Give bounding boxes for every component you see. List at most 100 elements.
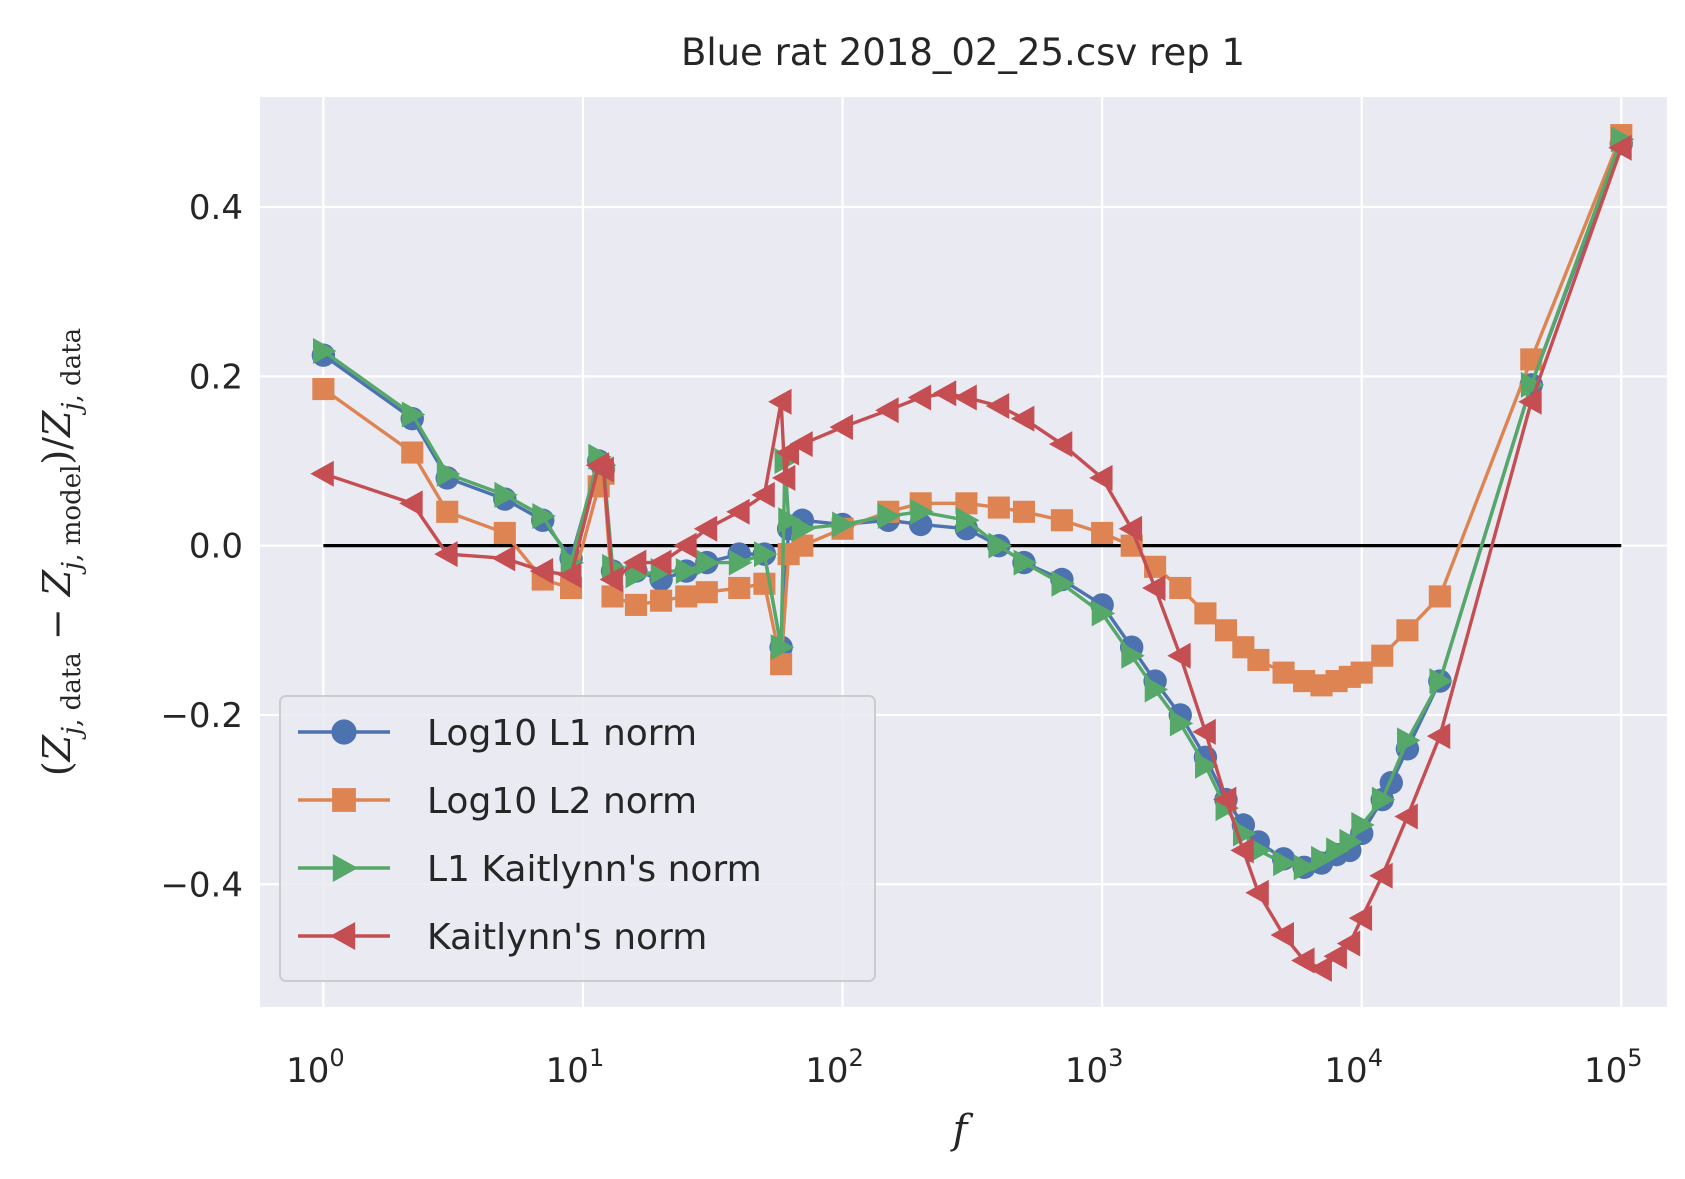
data-point bbox=[955, 492, 978, 515]
data-point bbox=[1230, 837, 1254, 864]
data-point bbox=[1311, 845, 1335, 872]
legend-entry: Log10 L1 norm bbox=[298, 713, 697, 754]
data-point bbox=[1091, 521, 1114, 545]
data-point bbox=[778, 507, 802, 534]
data-point bbox=[1348, 905, 1373, 932]
data-point bbox=[648, 549, 672, 576]
data-point bbox=[436, 460, 461, 487]
data-point bbox=[558, 562, 582, 589]
y-tick-label: −0.2 bbox=[160, 696, 243, 736]
y-tick-label: 0.4 bbox=[189, 188, 243, 228]
data-point bbox=[1608, 134, 1632, 161]
x-tick-label: 102 bbox=[805, 1044, 864, 1091]
legend-entry: L1 Kaitlynn's norm bbox=[298, 849, 762, 890]
data-point bbox=[693, 515, 718, 542]
data-point bbox=[753, 541, 778, 568]
data-point bbox=[1293, 854, 1318, 881]
data-point bbox=[624, 593, 647, 616]
data-point bbox=[987, 496, 1010, 519]
data-point bbox=[493, 521, 516, 545]
data-point bbox=[1169, 710, 1194, 737]
y-tick-label: 0.0 bbox=[189, 527, 243, 567]
data-point bbox=[728, 549, 753, 576]
data-point bbox=[1428, 585, 1451, 608]
data-point bbox=[985, 392, 1010, 419]
data-point bbox=[728, 576, 751, 600]
data-point bbox=[1350, 661, 1373, 684]
data-point bbox=[1323, 943, 1347, 970]
data-point bbox=[599, 566, 623, 593]
data-point bbox=[1118, 515, 1143, 542]
data-point bbox=[1091, 600, 1116, 627]
data-point bbox=[332, 854, 358, 882]
data-point bbox=[1351, 812, 1375, 838]
data-point bbox=[1195, 752, 1219, 779]
data-point bbox=[401, 401, 426, 428]
data-point bbox=[625, 562, 649, 589]
data-point bbox=[877, 503, 902, 530]
legend: Log10 L1 norm Log10 L2 norm L1 Kaitlynn's … bbox=[279, 695, 876, 982]
series-layer bbox=[310, 124, 1635, 982]
data-point bbox=[1396, 619, 1419, 642]
data-point bbox=[832, 511, 856, 538]
data-point bbox=[770, 634, 795, 661]
data-point bbox=[332, 788, 356, 812]
data-point bbox=[1429, 668, 1453, 695]
data-point bbox=[988, 532, 1012, 559]
data-point bbox=[675, 585, 698, 608]
chart-title: Blue rat 2018_02_25.csv rep 1 bbox=[681, 31, 1245, 74]
data-point bbox=[312, 337, 337, 364]
data-point bbox=[1272, 661, 1295, 684]
data-point bbox=[1248, 837, 1272, 864]
x-tick-label: 101 bbox=[546, 1044, 605, 1091]
data-point bbox=[770, 653, 793, 676]
x-tick-labels: 100 101 102 103 104 105 bbox=[286, 1044, 1642, 1091]
data-point bbox=[1192, 718, 1216, 745]
legend-label: Kaitlynn's norm bbox=[427, 917, 707, 958]
data-point bbox=[953, 384, 977, 411]
data-point bbox=[401, 441, 424, 464]
data-point bbox=[1518, 388, 1542, 415]
data-point bbox=[768, 388, 792, 415]
data-point bbox=[330, 922, 356, 950]
data-point bbox=[1247, 648, 1270, 671]
x-tick-label: 100 bbox=[286, 1044, 345, 1091]
data-point bbox=[875, 397, 899, 424]
data-point bbox=[1142, 574, 1166, 601]
data-point bbox=[310, 460, 334, 487]
data-point bbox=[726, 498, 750, 525]
data-point bbox=[1121, 642, 1145, 669]
data-point bbox=[673, 532, 697, 559]
data-point bbox=[590, 456, 614, 483]
data-point bbox=[1214, 619, 1238, 642]
data-point bbox=[434, 541, 458, 568]
y-tick-labels: 0.4 0.2 0.0 −0.2 −0.4 bbox=[160, 188, 243, 905]
data-point bbox=[1245, 879, 1269, 906]
data-point bbox=[932, 380, 957, 407]
data-point bbox=[751, 481, 775, 508]
data-point bbox=[1369, 862, 1393, 889]
data-point bbox=[1339, 828, 1363, 855]
data-point bbox=[907, 384, 932, 411]
data-point bbox=[1212, 786, 1237, 813]
data-point bbox=[955, 507, 980, 534]
data-point bbox=[1144, 676, 1169, 703]
data-point bbox=[1394, 803, 1418, 830]
data-point bbox=[1291, 947, 1315, 974]
data-point bbox=[1051, 570, 1075, 597]
y-axis-label: (Zj, data − Zj, model)/Zj, data bbox=[35, 328, 87, 776]
data-point bbox=[494, 481, 518, 508]
data-point bbox=[1336, 930, 1361, 957]
series-3 bbox=[310, 134, 1632, 982]
legend-entry: Log10 L2 norm bbox=[298, 781, 697, 822]
x-tick-label: 103 bbox=[1065, 1044, 1124, 1091]
data-point bbox=[491, 545, 516, 572]
svg-text:(Zj, data − Zj, model)/Zj, dat: (Zj, data − Zj, model)/Zj, data bbox=[35, 328, 87, 776]
data-point bbox=[602, 553, 626, 580]
data-point bbox=[1426, 723, 1451, 750]
data-point bbox=[1308, 955, 1332, 982]
data-point bbox=[436, 500, 459, 523]
data-point bbox=[791, 534, 814, 557]
data-point bbox=[696, 549, 720, 576]
